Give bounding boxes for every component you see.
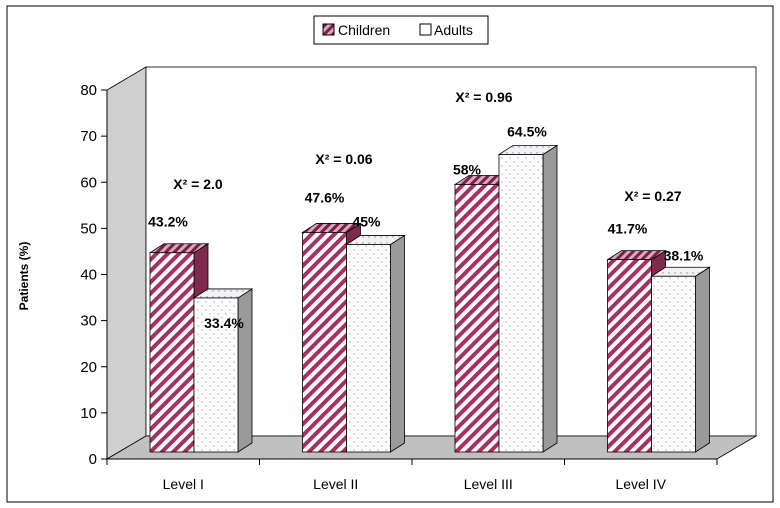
bar-side bbox=[695, 266, 710, 453]
left-wall bbox=[106, 66, 147, 460]
y-tick-label: 10 bbox=[80, 405, 97, 422]
bar-front bbox=[454, 184, 500, 453]
y-tick-label: 80 bbox=[80, 82, 97, 99]
data-label-adults: 45% bbox=[352, 213, 381, 229]
y-tick-label: 70 bbox=[80, 128, 97, 145]
data-label-children: 58% bbox=[453, 161, 482, 177]
x-tick-label: Level IV bbox=[615, 476, 666, 492]
y-tick-label: 40 bbox=[80, 267, 97, 284]
bar-adults-3 bbox=[497, 144, 559, 453]
y-tick-label: 50 bbox=[80, 220, 97, 237]
y-ticks: 0 10 20 30 40 50 60 70 80 bbox=[80, 82, 107, 468]
chi-square-annotation: X² = 0.06 bbox=[315, 151, 372, 167]
bar-side bbox=[542, 144, 558, 453]
bar-adults-1 bbox=[192, 288, 254, 453]
annotations: X² = 2.0 X² = 0.06 X² = 0.96 X² = 0.27 bbox=[173, 89, 682, 204]
chi-square-annotation: X² = 0.27 bbox=[624, 188, 681, 204]
y-tick-label: 60 bbox=[80, 174, 97, 191]
y-tick-label: 30 bbox=[80, 313, 97, 330]
x-tick-label: Level I bbox=[163, 476, 204, 492]
legend-swatch-children bbox=[322, 23, 335, 36]
bar-labels: 43.2% 33.4% 47.6% 45% 58% 64.5% 41.7% 38.1% bbox=[148, 123, 704, 330]
data-label-children: 41.7% bbox=[608, 221, 648, 237]
data-label-children: 47.6% bbox=[305, 189, 345, 205]
legend-box bbox=[313, 15, 489, 45]
legend-label-children: Children bbox=[338, 22, 390, 38]
bar-front bbox=[607, 259, 652, 453]
data-label-adults: 33.4% bbox=[204, 315, 244, 331]
bar-front bbox=[346, 244, 391, 453]
bar-front bbox=[651, 275, 696, 453]
bar-front bbox=[149, 252, 195, 453]
bar-adults-4 bbox=[650, 266, 711, 453]
legend: Children Adults bbox=[313, 15, 489, 45]
x-tick-label: Level II bbox=[313, 476, 358, 492]
legend-label-adults: Adults bbox=[434, 22, 473, 38]
bar-side bbox=[237, 288, 253, 453]
bar-adults-2 bbox=[345, 234, 406, 453]
data-label-children: 43.2% bbox=[148, 214, 188, 230]
y-axis-label: Patients (%) bbox=[17, 242, 31, 311]
x-ticks: Level I Level II Level III Level IV bbox=[106, 459, 718, 492]
bar-side bbox=[390, 234, 405, 453]
y-tick-label: 20 bbox=[80, 359, 97, 376]
bar-front bbox=[498, 154, 544, 453]
bars bbox=[148, 144, 711, 453]
chi-square-annotation: X² = 2.0 bbox=[173, 176, 223, 192]
bar-front bbox=[302, 232, 347, 453]
y-tick-label: 0 bbox=[89, 451, 97, 468]
chi-square-annotation: X² = 0.96 bbox=[455, 89, 512, 105]
data-label-adults: 38.1% bbox=[664, 247, 704, 263]
bar-front bbox=[193, 297, 239, 453]
data-label-adults: 64.5% bbox=[507, 123, 547, 139]
x-tick-label: Level III bbox=[464, 476, 513, 492]
legend-swatch-adults bbox=[419, 23, 432, 36]
